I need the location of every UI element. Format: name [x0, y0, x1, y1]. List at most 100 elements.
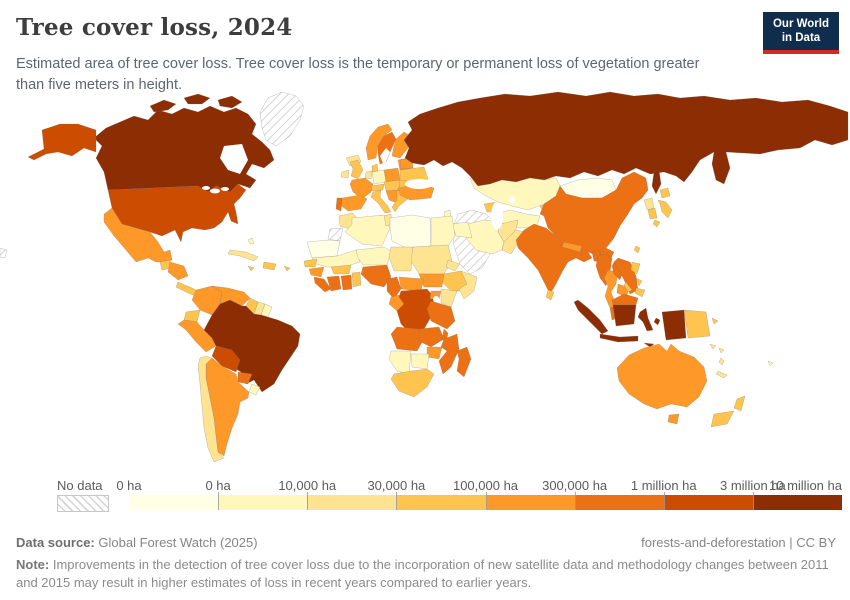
country-bahamas[interactable]	[247, 237, 255, 245]
country-solomon-islands-2[interactable]	[718, 347, 725, 354]
country-indonesia-sumatra[interactable]	[573, 299, 609, 335]
legend-bin-4[interactable]	[485, 495, 575, 510]
country-france[interactable]	[349, 177, 374, 200]
country-benelux[interactable]	[364, 170, 373, 180]
legend-bin-3[interactable]	[396, 495, 486, 510]
country-sudan[interactable]	[410, 244, 453, 275]
country-solomon-islands[interactable]	[709, 343, 717, 350]
country-portugal[interactable]	[335, 197, 343, 212]
country-kenya[interactable]	[440, 288, 458, 308]
country-japan-hokkaido[interactable]	[659, 187, 671, 199]
country-zimbabwe[interactable]	[426, 346, 443, 360]
country-iraq[interactable]	[451, 221, 473, 239]
country-united-kingdom[interactable]	[349, 159, 364, 180]
country-australia[interactable]	[616, 343, 708, 410]
country-sri-lanka[interactable]	[545, 289, 555, 301]
country-new-caledonia[interactable]	[715, 370, 728, 379]
legend-bin-5[interactable]	[574, 495, 664, 510]
country-nepal[interactable]	[561, 241, 583, 253]
country-chile[interactable]	[197, 355, 225, 463]
country-taiwan[interactable]	[633, 245, 641, 254]
country-japan-kyushu[interactable]	[652, 219, 661, 228]
country-alpine-states[interactable]	[370, 183, 385, 192]
country-norway[interactable]	[365, 123, 393, 161]
country-canada[interactable]	[93, 105, 275, 193]
country-senegal[interactable]	[303, 258, 318, 268]
country-puerto-rico[interactable]	[283, 265, 291, 272]
country-philippines-palawan[interactable]	[623, 281, 633, 293]
country-peru[interactable]	[177, 319, 217, 353]
country-madagascar[interactable]	[456, 346, 472, 378]
country-papua-new-guinea[interactable]	[683, 309, 711, 339]
country-ghana[interactable]	[340, 274, 353, 291]
country-namibia[interactable]	[388, 350, 412, 375]
legend-bin-1[interactable]	[218, 495, 308, 510]
country-russia-sakhalin[interactable]	[651, 169, 662, 195]
country-japan-honshu[interactable]	[657, 199, 673, 219]
country-libya[interactable]	[389, 214, 432, 250]
country-greenland[interactable]	[259, 91, 305, 147]
country-north-korea[interactable]	[643, 197, 655, 211]
country-mozambique[interactable]	[438, 333, 460, 375]
country-india[interactable]	[515, 223, 593, 295]
country-honduras-nicaragua[interactable]	[167, 261, 189, 281]
country-new-zealand-north[interactable]	[733, 395, 746, 412]
country-indonesia-lesser-sunda[interactable]	[643, 342, 655, 348]
country-paraguay[interactable]	[237, 371, 253, 385]
country-spain[interactable]	[338, 194, 368, 212]
country-mali[interactable]	[311, 249, 361, 268]
country-china[interactable]	[539, 171, 649, 261]
country-philippines-visayas[interactable]	[635, 277, 643, 287]
country-nigeria[interactable]	[360, 264, 392, 288]
country-eritrea[interactable]	[445, 259, 461, 272]
country-italy[interactable]	[370, 189, 392, 214]
permalink-license-link[interactable]: forests-and-deforestation | CC BY	[641, 535, 836, 550]
country-chad[interactable]	[388, 246, 414, 272]
country-russia[interactable]	[403, 91, 849, 187]
country-vanuatu[interactable]	[718, 357, 725, 366]
country-south-korea[interactable]	[647, 207, 658, 220]
country-ireland[interactable]	[340, 169, 350, 179]
country-cameroon[interactable]	[386, 276, 402, 300]
country-central-african-republic[interactable]	[398, 276, 425, 292]
legend-bin-0[interactable]	[129, 495, 219, 510]
country-usa[interactable]	[107, 183, 247, 243]
country-algeria[interactable]	[344, 214, 391, 247]
country-bolivia[interactable]	[211, 345, 241, 373]
country-zambia[interactable]	[418, 326, 445, 348]
country-tanzania[interactable]	[426, 300, 456, 330]
country-philippines-mindanao[interactable]	[634, 287, 646, 298]
country-indonesia-west-papua[interactable]	[661, 309, 687, 341]
country-canada-arctic-2[interactable]	[183, 93, 211, 105]
country-burkina-faso[interactable]	[330, 264, 352, 275]
country-western-sahara[interactable]	[327, 227, 344, 242]
legend-bin-6[interactable]	[663, 495, 753, 510]
country-hispaniola[interactable]	[262, 261, 277, 271]
country-poland[interactable]	[383, 167, 401, 183]
country-cuba[interactable]	[227, 249, 259, 262]
country-somalia[interactable]	[458, 270, 478, 300]
country-fiji[interactable]	[767, 360, 774, 367]
country-denmark[interactable]	[371, 163, 379, 173]
country-canada-arctic-3[interactable]	[217, 95, 243, 109]
country-malaysia-borneo[interactable]	[611, 293, 639, 306]
country-australia-tasmania[interactable]	[667, 413, 680, 425]
country-canada-arctic-1[interactable]	[149, 99, 177, 113]
country-egypt[interactable]	[430, 215, 456, 247]
country-benin-togo[interactable]	[351, 271, 362, 288]
country-indonesia-moluccas[interactable]	[653, 317, 661, 326]
country-new-zealand-south[interactable]	[710, 410, 735, 428]
country-indonesia-kalimantan[interactable]	[612, 304, 637, 327]
country-cote-divoire[interactable]	[326, 275, 342, 292]
country-philippines-luzon[interactable]	[630, 261, 641, 275]
country-guinea[interactable]	[308, 266, 325, 278]
country-png-new-britain[interactable]	[711, 317, 719, 325]
country-niger[interactable]	[355, 246, 392, 266]
country-botswana[interactable]	[410, 353, 430, 370]
country-uruguay[interactable]	[248, 383, 261, 396]
legend-bin-7[interactable]	[752, 495, 842, 510]
country-mauritania[interactable]	[306, 239, 341, 259]
legend-bin-2[interactable]	[307, 495, 397, 510]
country-jamaica[interactable]	[247, 265, 255, 272]
country-indonesia-java[interactable]	[599, 333, 639, 343]
